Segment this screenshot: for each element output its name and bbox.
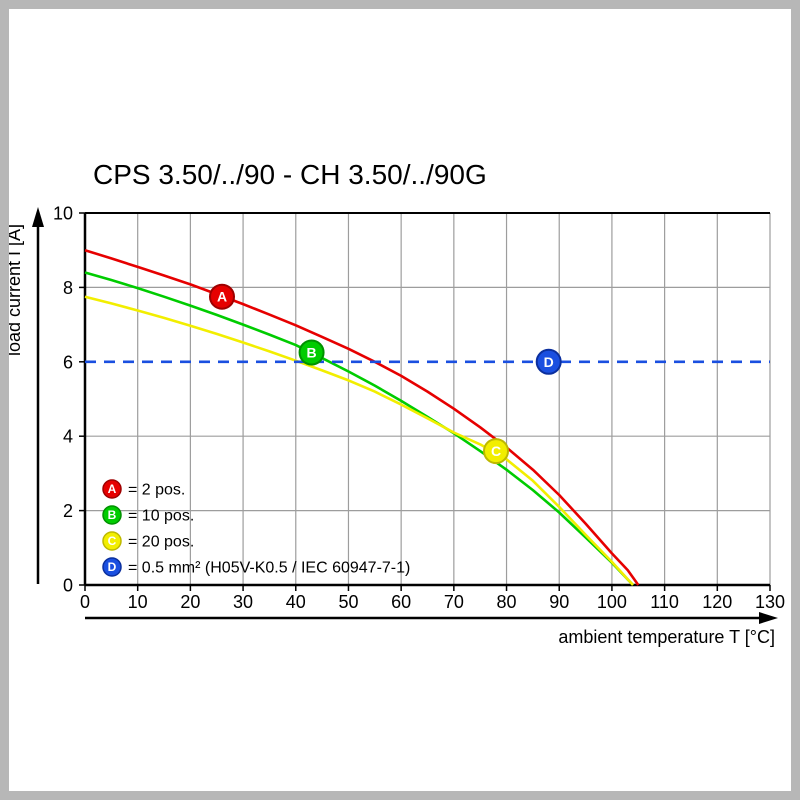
marker-D bbox=[535, 348, 562, 375]
x-tick-label: 100 bbox=[597, 592, 627, 612]
x-tick-label: 130 bbox=[755, 592, 785, 612]
marker-letter-A: A bbox=[217, 289, 227, 305]
legend-label-B: = 10 pos. bbox=[128, 508, 194, 525]
legend-label-D: = 0.5 mm² (H05V-K0.5 / IEC 60947-7-1) bbox=[128, 560, 410, 577]
y-tick-label: 4 bbox=[63, 427, 73, 447]
y-axis-arrow bbox=[32, 207, 44, 584]
curve-B bbox=[84, 271, 634, 586]
x-tick-label: 110 bbox=[650, 592, 679, 612]
y-tick-label: 6 bbox=[63, 352, 73, 372]
x-tick-label: 120 bbox=[702, 592, 732, 612]
x-tick-label: 20 bbox=[180, 592, 200, 612]
legend-letter-B: B bbox=[108, 508, 117, 522]
marker-A bbox=[209, 283, 235, 310]
legend-swatch-A bbox=[102, 479, 122, 499]
y-axis-label: load current I [A] bbox=[4, 224, 24, 356]
x-tick-label: 10 bbox=[128, 592, 148, 612]
x-tick-label: 50 bbox=[338, 592, 358, 612]
y-tick-label: 10 bbox=[53, 204, 73, 224]
x-tick-label: 40 bbox=[286, 592, 306, 612]
legend-swatch-B bbox=[102, 505, 122, 525]
chart-title: CPS 3.50/../90 - CH 3.50/../90G bbox=[93, 159, 487, 190]
marker-C bbox=[483, 438, 509, 465]
legend-letter-C: C bbox=[108, 534, 117, 548]
x-tick-label: 60 bbox=[391, 592, 411, 612]
legend-label-A: = 2 pos. bbox=[128, 482, 185, 499]
legend-swatch-D bbox=[102, 557, 122, 577]
marker-letter-D: D bbox=[544, 354, 554, 370]
x-tick-label: 90 bbox=[549, 592, 569, 612]
y-tick-label: 8 bbox=[63, 278, 73, 298]
y-tick-label: 0 bbox=[63, 576, 73, 596]
curve-C bbox=[84, 295, 634, 586]
marker-letter-B: B bbox=[307, 345, 317, 361]
legend-label-C: = 20 pos. bbox=[128, 534, 194, 551]
x-tick-label: 80 bbox=[497, 592, 517, 612]
y-tick-label: 2 bbox=[63, 501, 73, 521]
marker-letter-C: C bbox=[491, 443, 501, 459]
legend-letter-D: D bbox=[108, 560, 117, 574]
legend-swatch-C bbox=[102, 531, 122, 551]
x-tick-label: 30 bbox=[233, 592, 253, 612]
legend-letter-A: A bbox=[108, 482, 117, 496]
x-axis-label: ambient temperature T [°C] bbox=[558, 627, 775, 647]
marker-B bbox=[298, 339, 325, 366]
x-axis-arrow bbox=[85, 612, 778, 624]
x-tick-label: 0 bbox=[80, 592, 90, 612]
x-tick-label: 70 bbox=[444, 592, 464, 612]
